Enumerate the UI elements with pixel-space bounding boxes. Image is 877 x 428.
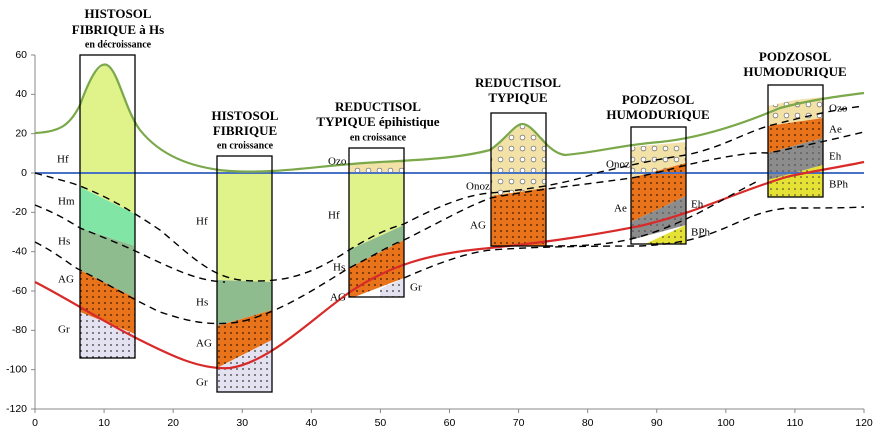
x-tick-label: 40 <box>305 417 317 428</box>
profile-title: PODZOSOL <box>622 92 695 107</box>
profile-title: FIBRIQUE <box>213 123 277 138</box>
x-tick-label: 30 <box>236 417 248 428</box>
y-tick-label: -120 <box>6 403 27 415</box>
surface-line <box>34 63 865 173</box>
horizon-label: Gr <box>410 282 422 294</box>
y-tick-label: -80 <box>12 324 27 336</box>
horizon-boundary <box>545 179 761 247</box>
horizon-label: Eh <box>829 151 842 163</box>
horizon-boundary <box>34 105 865 282</box>
x-tick-label: 110 <box>787 417 804 428</box>
profile-3-layers <box>349 161 404 297</box>
y-tick-label: 20 <box>15 127 27 139</box>
x-tick-label: 60 <box>444 417 456 428</box>
x-tick-label: 90 <box>651 417 663 428</box>
profile-6-layers <box>768 97 823 197</box>
horizon-label: Gr <box>58 324 70 336</box>
horizon-label: AG <box>470 220 486 232</box>
y-tick-label: 0 <box>21 167 27 179</box>
horizon-label: Eh <box>691 199 704 211</box>
profile-title: TYPIQUE épihistique <box>316 114 439 129</box>
y-tick-label: -20 <box>12 206 27 218</box>
y-tick-label: 40 <box>15 88 27 100</box>
profile-box <box>79 54 136 359</box>
horizon-label: BPh <box>829 179 848 191</box>
profile-title: HUMODURIQUE <box>606 107 709 122</box>
profile-title: HISTOSOL <box>85 6 152 21</box>
horizon-label: Gr <box>196 377 208 389</box>
horizon-boundary <box>34 131 865 325</box>
profile-title: PODZOSOL <box>759 49 832 64</box>
horizon-label: AG <box>58 274 74 286</box>
profile-title: REDUCTISOL <box>335 99 421 114</box>
horizon-label: Ozo <box>328 156 347 168</box>
water-table-line <box>34 160 865 370</box>
horizon-label: Onoz <box>466 181 490 193</box>
profile-title: HUMODURIQUE <box>743 64 846 79</box>
profile-title: FIBRIQUE à Hs <box>72 22 164 37</box>
y-tick-label: -60 <box>12 285 27 297</box>
horizon-boundary <box>34 204 226 283</box>
profile-subtitle: en croissance <box>217 140 274 151</box>
profile-box <box>767 84 824 198</box>
profile-title: REDUCTISOL <box>475 75 561 90</box>
horizon-label: BPh <box>691 227 710 239</box>
horizon-label: AG <box>196 338 212 350</box>
y-tick-label: 60 <box>15 49 27 61</box>
x-tick-label: 80 <box>582 417 594 428</box>
horizon-label: Ozo <box>829 103 848 115</box>
profile-box <box>216 155 273 393</box>
horizon-label: Hf <box>57 154 69 166</box>
profile-box <box>490 112 547 247</box>
horizon-label: Hs <box>333 262 345 274</box>
y-tick-label: -40 <box>12 245 27 257</box>
horizon-label: Onoz <box>606 159 630 171</box>
horizon-label: Hs <box>58 236 70 248</box>
x-tick-label: 0 <box>32 417 38 428</box>
axes: -120 -100 -80 -60 -40 -20 0 20 40 60 0 10 20 30 40 50 60… <box>6 49 873 428</box>
x-tick-label: 20 <box>167 417 179 428</box>
profile-title: HISTOSOL <box>212 108 279 123</box>
profile-4-layers <box>491 124 546 246</box>
x-tick-label: 50 <box>375 417 387 428</box>
horizon-label: Hs <box>196 297 208 309</box>
profile-box <box>630 126 687 245</box>
horizon-label: Hf <box>328 210 340 222</box>
x-tick-label: 100 <box>717 417 735 428</box>
x-tick-label: 120 <box>855 417 873 428</box>
profile-1-layers <box>80 64 135 358</box>
horizon-label: Hm <box>58 196 75 208</box>
horizon-label: Ae <box>829 124 842 136</box>
profile-subtitle: en décroissance <box>85 39 152 50</box>
profile-box <box>348 147 405 298</box>
y-tick-label: -100 <box>6 363 27 375</box>
horizon-label: AG <box>330 292 346 304</box>
profile-title: TYPIQUE <box>488 90 547 105</box>
x-tick-label: 70 <box>513 417 525 428</box>
profile-2-layers <box>217 171 272 392</box>
profile-subtitle: en croissance <box>350 132 407 143</box>
x-tick-label: 10 <box>98 417 110 428</box>
horizon-label: Ae <box>614 203 627 215</box>
horizon-label: Hf <box>196 216 208 228</box>
